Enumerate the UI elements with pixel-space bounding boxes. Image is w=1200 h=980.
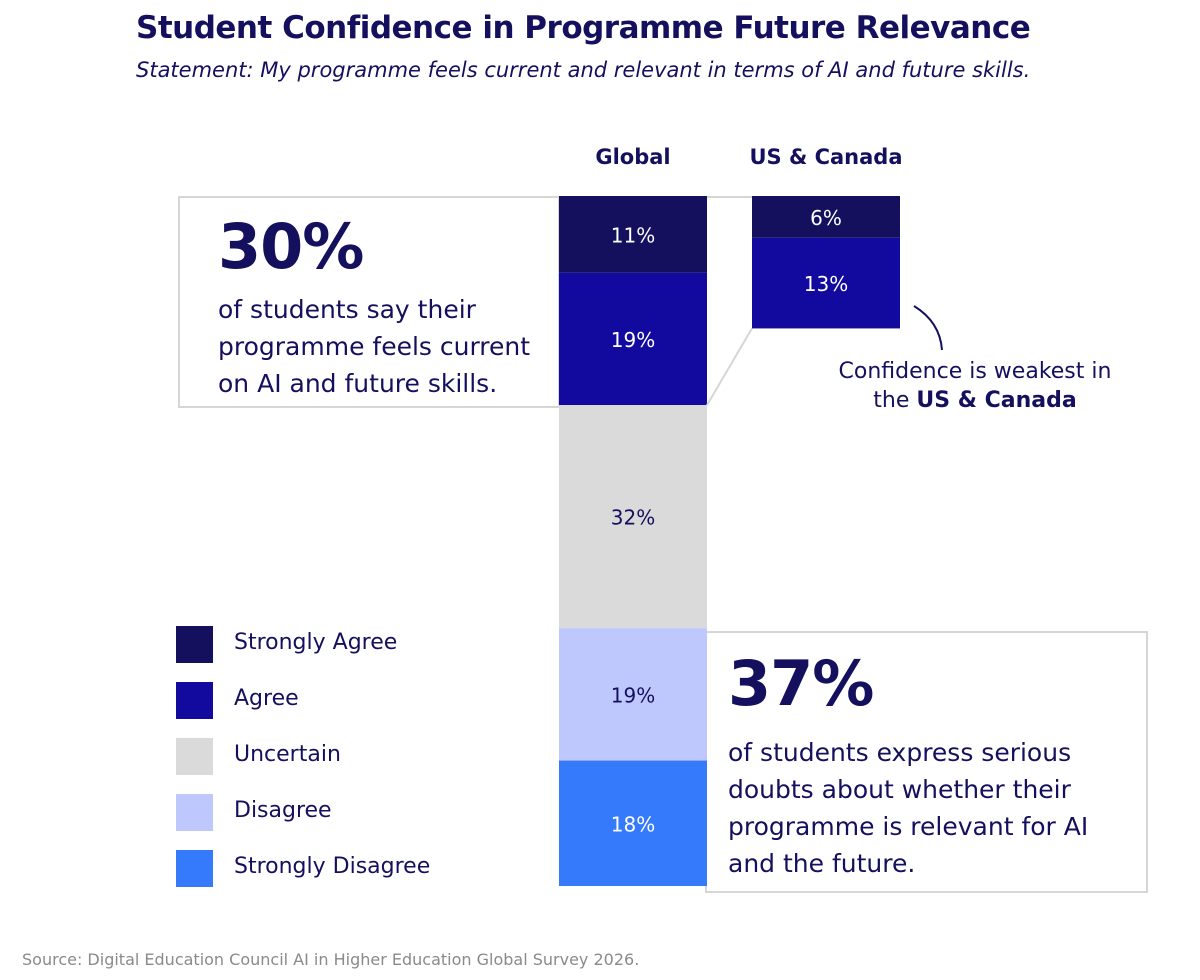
column-header-us-canada: US & Canada bbox=[749, 145, 903, 169]
bar-segment-global-strongly-agree bbox=[559, 196, 707, 273]
agree-highlight-text: of students say their programme feels cu… bbox=[218, 291, 530, 402]
callout-emphasis: US & Canada bbox=[916, 388, 1077, 413]
bar-segment-global-agree bbox=[559, 272, 707, 406]
agree-highlight-line: on AI and future skills. bbox=[218, 369, 498, 398]
legend-swatch bbox=[176, 682, 213, 719]
agree-highlight-line: of students say their bbox=[218, 295, 476, 324]
bar-segment-us-canada-agree bbox=[752, 237, 900, 329]
data-label-us-canada-strongly-agree: 6% bbox=[810, 206, 842, 230]
bar-segment-us-canada-strongly-agree bbox=[752, 196, 900, 238]
legend-label: Uncertain bbox=[234, 742, 341, 767]
legend-label: Disagree bbox=[234, 798, 332, 823]
data-label-global-disagree: 19% bbox=[611, 683, 655, 707]
data-label-global-strongly-disagree: 18% bbox=[611, 812, 655, 836]
doubt-highlight-line: and the future. bbox=[728, 849, 916, 878]
legend-label: Agree bbox=[234, 686, 299, 711]
legend-label: Strongly Agree bbox=[234, 630, 398, 655]
data-label-us-canada-agree: 13% bbox=[804, 272, 848, 296]
callout-line: Confidence is weakest in bbox=[838, 359, 1112, 384]
legend-swatch bbox=[176, 850, 213, 887]
legend-label: Strongly Disagree bbox=[234, 854, 431, 879]
bar-segment-global-uncertain bbox=[559, 405, 707, 629]
data-label-global-strongly-agree: 11% bbox=[611, 223, 655, 247]
chart-subtitle: Statement: My programme feels current an… bbox=[136, 58, 1031, 82]
data-label-global-uncertain: 32% bbox=[611, 506, 655, 530]
chart-title: Student Confidence in Programme Future R… bbox=[136, 10, 1031, 46]
doubt-highlight-line: doubts about whether their bbox=[728, 775, 1071, 804]
agree-highlight-value: 30% bbox=[218, 210, 364, 283]
us-canada-callout: Confidence is weakest in the US & Canada bbox=[820, 357, 1130, 415]
doubt-highlight-box: 37% of students express serious doubts a… bbox=[705, 631, 1148, 893]
legend-swatch bbox=[176, 738, 213, 775]
bar-segment-global-strongly-disagree bbox=[559, 760, 707, 887]
legend-swatch bbox=[176, 794, 213, 831]
connector-line-bottom bbox=[706, 327, 753, 406]
data-label-global-agree: 19% bbox=[611, 328, 655, 352]
doubt-highlight-line: programme is relevant for AI bbox=[728, 812, 1089, 841]
doubt-highlight-value: 37% bbox=[728, 647, 874, 720]
callout-pointer bbox=[913, 305, 943, 351]
column-header-global: Global bbox=[595, 145, 671, 169]
source-note: Source: Digital Education Council AI in … bbox=[22, 950, 640, 969]
doubt-highlight-text: of students express serious doubts about… bbox=[728, 734, 1088, 882]
callout-prefix: the bbox=[873, 388, 917, 413]
agree-highlight-box: 30% of students say their programme feel… bbox=[178, 196, 560, 408]
doubt-highlight-line: of students express serious bbox=[728, 738, 1072, 767]
bar-segment-global-disagree bbox=[559, 628, 707, 761]
agree-highlight-line: programme feels current bbox=[218, 332, 531, 361]
legend-swatch bbox=[176, 626, 213, 663]
callout-line-2: the US & Canada bbox=[820, 386, 1130, 415]
